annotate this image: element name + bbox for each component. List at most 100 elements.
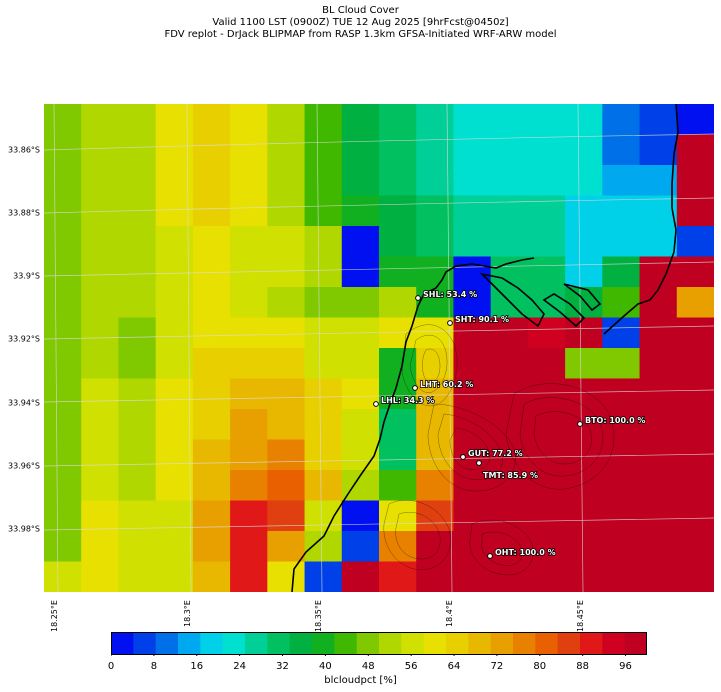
station-label: SHL: 53.4 % <box>423 290 477 299</box>
heatmap-cell <box>453 165 491 196</box>
heatmap-cell <box>267 348 305 379</box>
heatmap-cell <box>342 165 380 196</box>
colorbar <box>111 632 647 656</box>
heatmap-cell <box>528 348 566 379</box>
heatmap-cell <box>565 440 603 471</box>
heatmap-cell <box>565 226 603 257</box>
heatmap-cell <box>118 348 156 379</box>
heatmap-cell <box>677 226 714 257</box>
heatmap-cell <box>81 348 119 379</box>
heatmap-cell <box>44 531 82 562</box>
heatmap-cell <box>267 226 305 257</box>
heatmap-cell <box>81 440 119 471</box>
heatmap-cell <box>305 135 343 166</box>
heatmap-cell <box>416 562 454 593</box>
heatmap-cell <box>379 104 417 135</box>
heatmap-cell <box>305 501 343 532</box>
heatmap-cell <box>193 470 231 501</box>
heatmap-cell <box>230 470 268 501</box>
heatmap-cell <box>156 531 194 562</box>
heatmap-cell <box>677 196 714 227</box>
heatmap-cell <box>230 409 268 440</box>
heatmap-cell <box>267 165 305 196</box>
heatmap-cell <box>602 531 640 562</box>
heatmap-cell <box>44 104 82 135</box>
heatmap-cell <box>118 226 156 257</box>
heatmap-cell <box>528 531 566 562</box>
heatmap-cell <box>602 562 640 593</box>
heatmap-cell <box>491 562 529 593</box>
colorbar-swatch <box>267 632 290 655</box>
heatmap-cell <box>379 562 417 593</box>
station-marker <box>448 321 453 326</box>
heatmap-cell <box>379 165 417 196</box>
heatmap-cell <box>156 409 194 440</box>
heatmap-cell <box>565 531 603 562</box>
colorbar-swatch <box>200 632 223 655</box>
station-marker <box>488 554 493 559</box>
heatmap-cell <box>118 409 156 440</box>
colorbar-tick: 96 <box>619 661 632 672</box>
heatmap-cell <box>118 287 156 318</box>
heatmap-cell <box>156 257 194 288</box>
heatmap-cell <box>193 440 231 471</box>
heatmap-cell <box>305 226 343 257</box>
heatmap-cell <box>528 440 566 471</box>
heatmap-cell <box>305 196 343 227</box>
colorbar-tick: 48 <box>362 661 375 672</box>
heatmap-cell <box>453 501 491 532</box>
heatmap-cell <box>267 135 305 166</box>
station-label: TMT: 85.9 % <box>483 471 538 480</box>
heatmap-cell <box>342 196 380 227</box>
heatmap-cell <box>602 287 640 318</box>
heatmap-cell <box>453 104 491 135</box>
heatmap-cell <box>602 440 640 471</box>
heatmap-cell <box>156 135 194 166</box>
heatmap-cell <box>44 470 82 501</box>
heatmap-cell <box>118 440 156 471</box>
heatmap-cell <box>379 318 417 349</box>
heatmap-cell <box>193 379 231 410</box>
station-label: OHT: 100.0 % <box>495 548 556 557</box>
station-label: LHL: 34.3 % <box>381 396 434 405</box>
heatmap-cell <box>156 348 194 379</box>
heatmap-cell <box>565 501 603 532</box>
station-label: LHT: 60.2 % <box>420 380 473 389</box>
heatmap-cell <box>81 501 119 532</box>
heatmap-cell <box>640 562 678 593</box>
heatmap-cell <box>453 531 491 562</box>
colorbar-swatch <box>290 632 313 655</box>
heatmap-cell <box>453 562 491 593</box>
heatmap-cell <box>677 318 714 349</box>
heatmap-cell <box>267 257 305 288</box>
lon-tick: 18.3°E <box>183 600 192 627</box>
heatmap-cell <box>156 104 194 135</box>
heatmap-cell <box>640 470 678 501</box>
station-marker <box>477 461 482 466</box>
heatmap-cell <box>602 470 640 501</box>
heatmap-cell <box>305 287 343 318</box>
heatmap-cell <box>156 501 194 532</box>
station-marker <box>578 422 583 427</box>
heatmap-cell <box>342 348 380 379</box>
heatmap-cell <box>602 104 640 135</box>
heatmap-cell <box>156 440 194 471</box>
heatmap-cell <box>44 165 82 196</box>
heatmap-cell <box>44 409 82 440</box>
model-subtitle: FDV replot - DrJack BLIPMAP from RASP 1.… <box>0 29 721 41</box>
heatmap-cell <box>528 501 566 532</box>
station-marker <box>413 386 418 391</box>
heatmap-cell <box>342 226 380 257</box>
heatmap-cell <box>267 379 305 410</box>
heatmap-cell <box>193 226 231 257</box>
heatmap-cell <box>156 318 194 349</box>
chart-title: BL Cloud Cover <box>0 5 721 17</box>
heatmap-cell <box>193 409 231 440</box>
colorbar-swatch <box>558 632 581 655</box>
heatmap-cell <box>640 501 678 532</box>
colorbar-tick: 32 <box>276 661 289 672</box>
heatmap-cell <box>81 226 119 257</box>
colorbar-tick: 16 <box>190 661 203 672</box>
lat-tick: 33.9°S <box>13 272 40 281</box>
colorbar-tick: 88 <box>576 661 589 672</box>
